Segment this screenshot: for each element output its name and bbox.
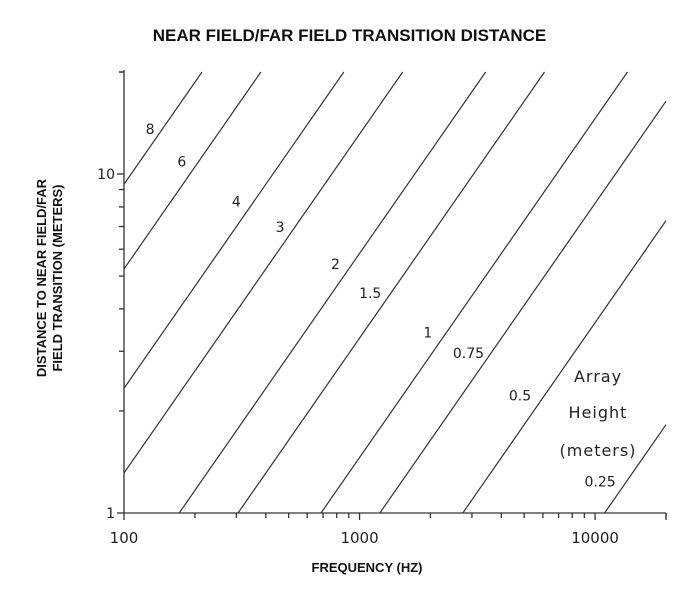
series-label-1p5: 1.5 xyxy=(359,286,381,302)
series-line-4 xyxy=(123,71,345,389)
series-label-6: 6 xyxy=(177,154,186,170)
series-line-0p75 xyxy=(379,100,667,514)
series-line-0p25 xyxy=(604,424,667,514)
x-tick-label: 1000 xyxy=(340,529,378,547)
chart-title: NEAR FIELD/FAR FIELD TRANSITION DISTANCE xyxy=(152,26,547,45)
series-label-2: 2 xyxy=(331,257,340,273)
series-line-3 xyxy=(123,71,404,474)
legend-annotation-line: (meters) xyxy=(560,441,637,460)
y-tick-label: 10 xyxy=(97,167,115,183)
series-line-8 xyxy=(123,71,203,185)
x-tick-label: 10000 xyxy=(571,529,619,547)
series-line-2 xyxy=(178,71,487,514)
series-line-1p5 xyxy=(237,71,545,514)
series-label-8: 8 xyxy=(146,122,155,138)
x-axis-label: FREQUENCY (HZ) xyxy=(311,560,423,575)
legend-annotation-line: Height xyxy=(569,403,628,422)
series-label-0p75: 0.75 xyxy=(453,346,484,362)
x-tick-label: 100 xyxy=(110,529,139,547)
legend-annotation-line: Array xyxy=(574,367,622,386)
series-label-3: 3 xyxy=(276,220,285,236)
series-label-0p25: 0.25 xyxy=(584,474,615,490)
series-line-6 xyxy=(123,71,262,270)
series-label-0p5: 0.5 xyxy=(509,389,531,405)
series-line-0p5 xyxy=(462,220,667,514)
series-label-4: 4 xyxy=(232,194,241,210)
y-tick-label: 1 xyxy=(106,506,115,522)
series-label-1: 1 xyxy=(423,325,432,341)
series-line-1 xyxy=(320,71,628,514)
